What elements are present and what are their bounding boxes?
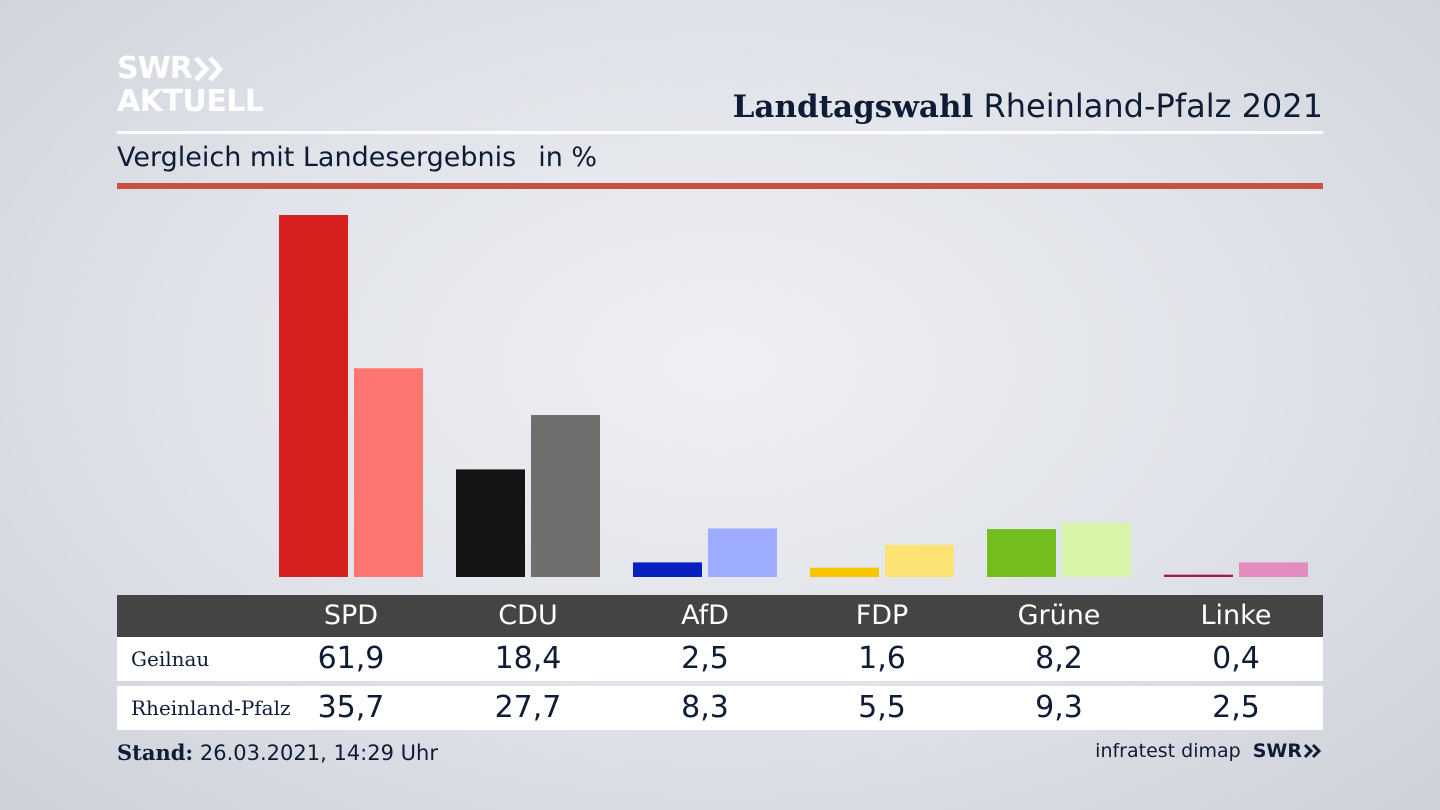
subtitle-divider (117, 183, 1323, 189)
bar-linke-series-0 (1164, 574, 1233, 577)
bar-cdu-series-1 (531, 415, 600, 577)
bar-linke-series-1 (1239, 562, 1308, 577)
source-text: infratest dimap (1095, 740, 1241, 762)
stand-value: 26.03.2021, 14:29 Uhr (199, 741, 438, 765)
value-label: 18,4 (494, 641, 562, 676)
value-label: 8,2 (1035, 641, 1083, 676)
subtitle-unit: in % (538, 142, 598, 173)
value-label: 5,5 (858, 690, 906, 725)
row-label: Geilnau (131, 647, 210, 671)
table-row: Geilnau 61,9 18,4 2,5 1,6 8,2 0,4 (117, 637, 1323, 681)
chart-subtitle: Vergleich mit Landesergebnis in % (117, 142, 597, 173)
bar-afd-series-1 (708, 528, 777, 577)
value-label: 9,3 (1035, 690, 1083, 725)
title-divider (117, 131, 1323, 134)
category-label: AfD (681, 600, 729, 631)
subtitle-text: Vergleich mit Landesergebnis (117, 142, 517, 173)
category-label: CDU (498, 600, 558, 631)
value-label: 8,3 (681, 690, 729, 725)
category-label: SPD (323, 600, 379, 631)
bar-grne-series-0 (987, 529, 1056, 577)
logo-line-2: AKTUELL (117, 84, 264, 119)
double-chevron-icon (1303, 743, 1322, 759)
swr-footer-text: SWR (1252, 740, 1302, 762)
title-rest: Rheinland-Pfalz 2021 (983, 87, 1323, 125)
value-label: 0,4 (1212, 641, 1260, 676)
table-row: Rheinland-Pfalz 35,7 27,7 8,3 5,5 9,3 2,5 (117, 686, 1323, 730)
category-label: Grüne (1017, 600, 1101, 631)
value-label: 27,7 (494, 690, 562, 725)
results-table: SPD CDU AfD FDP Grüne Linke Geilnau 61,9 18,4 2… (117, 595, 1323, 730)
bar-chart (279, 215, 1308, 577)
swr-aktuell-logo: SWR AKTUELL (117, 54, 264, 117)
value-label: 2,5 (1212, 690, 1260, 725)
bar-fdp-series-0 (810, 567, 879, 577)
bar-spd-series-0 (279, 215, 348, 577)
value-label: 2,5 (681, 641, 729, 676)
table-header: SPD CDU AfD FDP Grüne Linke (117, 595, 1323, 637)
bar-fdp-series-1 (885, 544, 954, 577)
value-label: 35,7 (317, 690, 385, 725)
bar-spd-series-1 (354, 368, 423, 577)
stand-label: Stand: (117, 740, 194, 765)
bar-grne-series-1 (1062, 522, 1131, 577)
source-credit: infratest dimap SWR (1095, 740, 1323, 762)
value-label: 1,6 (858, 641, 906, 676)
bar-afd-series-0 (633, 562, 702, 577)
page-title: Landtagswahl Rheinland-Pfalz 2021 (733, 87, 1323, 125)
row-label: Rheinland-Pfalz (131, 696, 291, 720)
category-label: Linke (1200, 600, 1272, 631)
logo-line-1: SWR (117, 51, 193, 86)
value-label: 61,9 (317, 641, 385, 676)
double-chevron-icon (193, 56, 224, 82)
title-bold: Landtagswahl (732, 89, 974, 125)
category-label: FDP (855, 600, 909, 631)
bar-cdu-series-0 (456, 469, 525, 577)
timestamp: Stand: 26.03.2021, 14:29 Uhr (117, 740, 438, 765)
swr-footer-logo: SWR (1253, 740, 1323, 762)
